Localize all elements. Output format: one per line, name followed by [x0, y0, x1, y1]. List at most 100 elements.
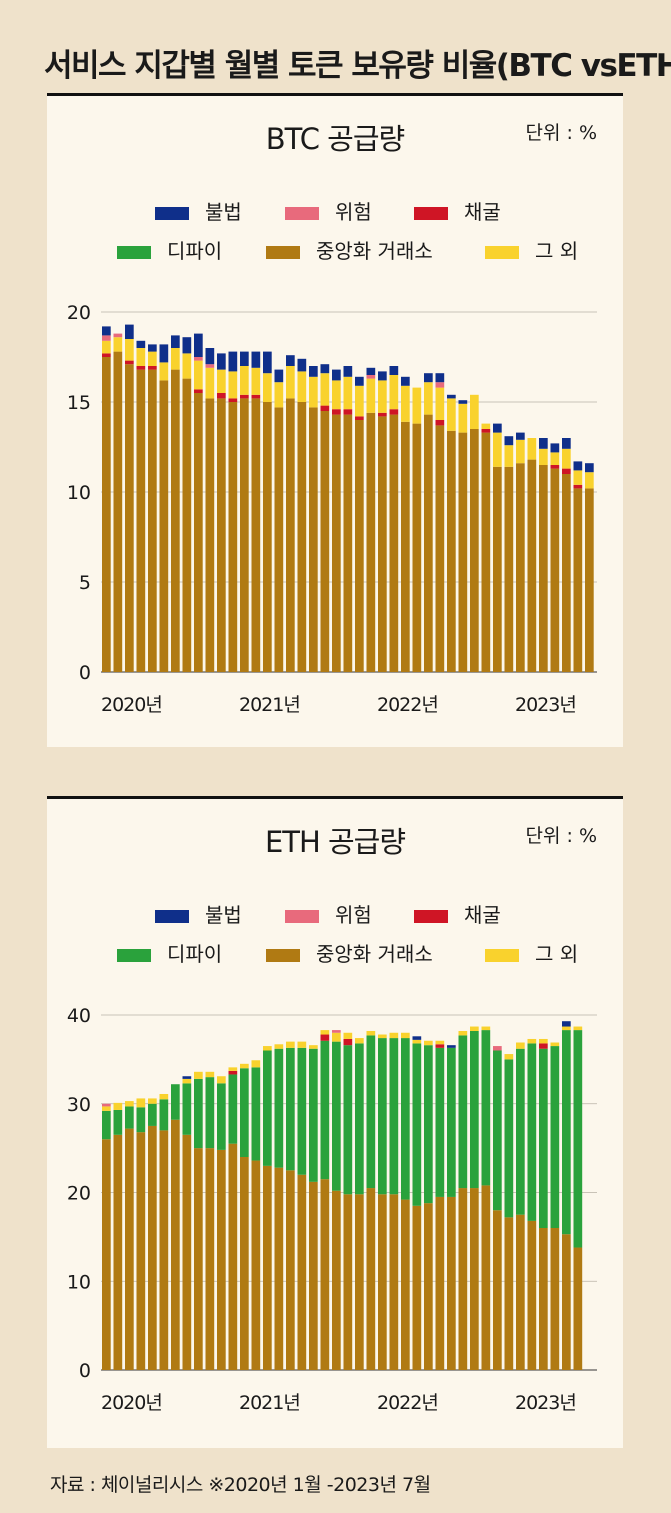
bar-segment: [481, 1026, 491, 1031]
bar-segment: [159, 362, 169, 381]
bar-segment: [516, 1048, 525, 1215]
bar-segment: [102, 1110, 111, 1140]
bar-segment: [389, 414, 399, 672]
bar-segment: [205, 398, 215, 672]
bar-segment: [194, 393, 203, 672]
bar-segment: [435, 382, 445, 388]
bar-segment: [136, 1107, 146, 1133]
bar-segment: [366, 1030, 376, 1036]
bar-segment: [113, 333, 123, 338]
bar-segment: [125, 339, 134, 361]
bar-segment: [332, 1032, 341, 1042]
bar-segment: [550, 1042, 560, 1047]
bar-segment: [562, 1030, 571, 1235]
bar-segment: [458, 1030, 468, 1036]
bar-segment: [148, 1103, 157, 1126]
bar-segment: [297, 358, 307, 372]
bar-segment: [194, 1071, 203, 1079]
bar-segment: [539, 1043, 548, 1049]
bar-segment: [527, 459, 537, 672]
y-tick-label: 5: [79, 572, 91, 594]
bar-segment: [516, 432, 525, 440]
bar-segment: [573, 484, 583, 489]
bar-segment: [194, 357, 203, 361]
bar-segment: [240, 1063, 249, 1069]
bar-segment: [458, 432, 468, 672]
bar-segment: [182, 353, 192, 379]
bar-segment: [493, 1046, 502, 1051]
bar-segment: [332, 1030, 341, 1033]
bar-segment: [562, 474, 571, 672]
bar-segment: [194, 1078, 203, 1149]
bar-segment: [297, 1174, 307, 1370]
bar-segment: [125, 1101, 134, 1107]
bar-segment: [274, 369, 284, 383]
bar-segment: [228, 402, 238, 672]
bar-segment: [435, 1196, 445, 1370]
y-tick-label: 20: [67, 302, 91, 324]
legend-item-other: 그 외: [485, 235, 578, 264]
bar-segment: [562, 1234, 571, 1370]
bar-segment: [251, 367, 261, 395]
bar-segment: [366, 375, 376, 379]
bar-segment: [573, 461, 583, 471]
y-tick-label: 0: [79, 1360, 91, 1382]
bar-segment: [378, 412, 387, 417]
bar-segment: [470, 1026, 479, 1031]
bar-segment: [136, 348, 146, 366]
bar-segment: [366, 412, 376, 672]
bar-segment: [297, 371, 307, 402]
legend-item-mining: 채굴: [414, 196, 501, 225]
legend-swatch: [117, 949, 151, 962]
bar-segment: [240, 398, 249, 672]
bar-segment: [217, 398, 226, 672]
bar-segment: [171, 348, 180, 370]
bar-segment: [136, 369, 146, 672]
bar-segment: [447, 1047, 456, 1197]
chart-title: ETH 공급량: [264, 825, 406, 859]
bar-segment: [447, 398, 456, 431]
bar-segment: [481, 429, 491, 433]
bar-segment: [263, 402, 272, 672]
middle-rule: [47, 796, 623, 799]
bar-segment: [343, 1045, 353, 1195]
bar-segment: [148, 344, 157, 352]
bar-segment: [228, 398, 238, 402]
bar-segment: [355, 385, 364, 417]
bar-segment: [320, 1034, 330, 1041]
x-tick-label: 2021년: [239, 1392, 300, 1414]
bar-segment: [102, 1106, 111, 1111]
bar-segment: [263, 351, 272, 374]
legend-swatch: [414, 207, 448, 220]
bar-segment: [274, 1048, 284, 1168]
bar-segment: [412, 1205, 422, 1370]
legend-item-defi: 디파이: [117, 938, 222, 967]
legend-swatch: [485, 949, 519, 962]
bar-segment: [458, 1035, 468, 1189]
bar-segment: [228, 1074, 238, 1144]
bar-segment: [113, 1102, 123, 1110]
bar-segment: [251, 351, 261, 368]
bar-segment: [401, 1038, 410, 1200]
y-tick-label: 20: [67, 1183, 91, 1205]
legend-item-mining: 채굴: [414, 899, 501, 928]
bar-segment: [355, 1038, 364, 1044]
bar-segment: [125, 364, 134, 672]
bar-segment: [573, 1026, 583, 1031]
legend-swatch: [117, 246, 151, 259]
bar-segment: [297, 402, 307, 672]
x-tick-label: 2020년: [101, 1392, 162, 1414]
bar-segment: [504, 466, 514, 672]
bar-segment: [504, 1059, 514, 1218]
bar-segment: [343, 1032, 353, 1039]
bar-segment: [125, 1106, 134, 1129]
btc-stacked-bar-chart: 0 5 10 15 20 2020년 2021년 2022년 2023년: [67, 302, 597, 716]
bar-segment: [458, 1188, 468, 1370]
bar-segment: [343, 414, 353, 672]
bar-segment: [424, 1040, 433, 1046]
bar-segment: [378, 371, 387, 381]
bar-segment: [251, 1060, 261, 1068]
bar-segment: [102, 357, 111, 672]
bar-segment: [263, 373, 272, 402]
bar-segment: [309, 1048, 318, 1182]
